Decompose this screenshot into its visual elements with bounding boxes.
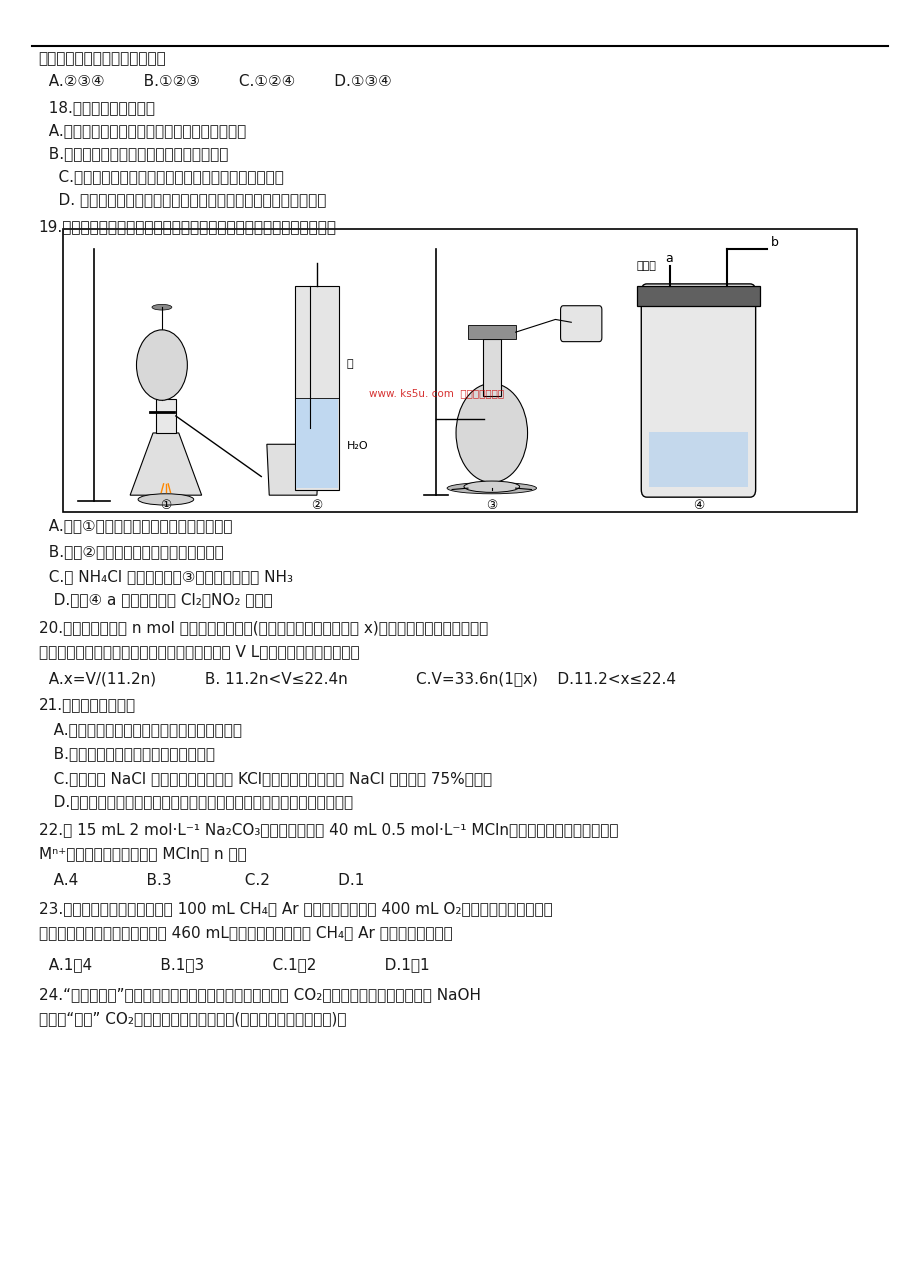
Bar (156, 399, 176, 433)
Text: 示装置进行锐与稀稠酸的反应。: 示装置进行锐与稀稠酸的反应。 (39, 51, 166, 66)
Polygon shape (130, 433, 201, 496)
FancyBboxPatch shape (560, 306, 601, 341)
Text: b: b (770, 236, 778, 250)
FancyBboxPatch shape (641, 284, 754, 497)
Text: 应，金属没有剩余，共收集到标准状况下的气体 V L。下列关系式中正确的是: 应，金属没有剩余，共收集到标准状况下的气体 V L。下列关系式中正确的是 (39, 645, 359, 660)
Text: 24.“碳捕捉技术”是指通过一定的方法将工业生产中产生的 CO₂分离出来并利用。如可利用 NaOH: 24.“碳捕捉技术”是指通过一定的方法将工业生产中产生的 CO₂分离出来并利用。… (39, 987, 480, 1003)
Text: 21.下列叙述正确的是: 21.下列叙述正确的是 (39, 697, 136, 712)
Text: 22.将 15 mL 2 mol·L⁻¹ Na₂CO₃溶液逐滴加入到 40 mL 0.5 mol·L⁻¹ MCln盐溶液中，恰好将溶液中的: 22.将 15 mL 2 mol·L⁻¹ Na₂CO₃溶液逐滴加入到 40 mL… (39, 822, 618, 837)
Text: A.氢氟酸或浓稠酸存放在带橡皮塞的棕色玻璃中: A.氢氟酸或浓稠酸存放在带橡皮塞的棕色玻璃中 (39, 124, 245, 139)
Text: A.1：4              B.1：3              C.1：2              D.1：1: A.1：4 B.1：3 C.1：2 D.1：1 (39, 957, 429, 972)
Text: ③: ③ (485, 499, 497, 512)
Ellipse shape (463, 482, 519, 492)
Circle shape (136, 330, 187, 400)
Text: 18.下列叙述正确的是：: 18.下列叙述正确的是： (39, 101, 154, 116)
Text: D.装置④ a 口进气可收集 Cl₂、NO₂ 等气体: D.装置④ a 口进气可收集 Cl₂、NO₂ 等气体 (39, 592, 272, 608)
Text: A.x=V/(11.2n)          B. 11.2n<V≤22.4n              C.V=33.6n(1－x)    D.11.2<x≤: A.x=V/(11.2n) B. 11.2n<V≤22.4n C.V=33.6n… (39, 671, 675, 687)
Ellipse shape (138, 494, 194, 505)
Text: A.装置①常用于分离互不相溶的液体混合物: A.装置①常用于分离互不相溶的液体混合物 (39, 519, 232, 534)
Text: 最后在相同条件下得到干燥气体 460 mL，则反应前混合气中 CH₄和 Ar 的物质的量之比为: 最后在相同条件下得到干燥气体 460 mL，则反应前混合气中 CH₄和 Ar 的… (39, 925, 452, 940)
Text: D.为了使过滤速率加快，可用玻璃棒在过滤器中轻轻搞拌，加速液体流动: D.为了使过滤速率加快，可用玻璃棒在过滤器中轻轻搞拌，加速液体流动 (39, 794, 352, 809)
Text: 苯: 苯 (346, 359, 353, 369)
Text: B.冷浓硫酸保存在敎口的铅制的容器中: B.冷浓硫酸保存在敎口的铅制的容器中 (39, 747, 214, 762)
Text: C.洗涤除去 NaCl 晶体表面附带的少量 KCl，选用的试剂为饱和 NaCl 溶液或者 75%乙醇。: C.洗涤除去 NaCl 晶体表面附带的少量 KCl，选用的试剂为饱和 NaCl … (39, 771, 492, 786)
Text: A.②③④        B.①②③        C.①②④        D.①③④: A.②③④ B.①②③ C.①②④ D.①③④ (39, 74, 391, 89)
Text: a: a (665, 252, 673, 265)
Text: ④: ④ (692, 499, 703, 512)
Text: H₂O: H₂O (346, 441, 368, 451)
Text: B.装置②可用于吸收氨气，能够防止倒吸: B.装置②可用于吸收氨气，能够防止倒吸 (39, 544, 223, 559)
Ellipse shape (152, 304, 172, 310)
Text: ①: ① (160, 499, 171, 512)
Text: 碱石灰: 碱石灰 (636, 261, 656, 271)
Text: ②: ② (311, 499, 323, 512)
Ellipse shape (447, 483, 536, 494)
Text: A.蒸馏操作时应将温度计的水银球插入液面下: A.蒸馏操作时应将温度计的水银球插入液面下 (39, 722, 242, 738)
Bar (482, 339, 500, 396)
Bar (468, 325, 515, 339)
Bar (648, 432, 747, 487)
Text: Mⁿ⁺完全沉淠为碳酸盐，则 MCln中 n 値是: Mⁿ⁺完全沉淠为碳酸盐，则 MCln中 n 値是 (39, 846, 246, 861)
Text: 溶液来“捕捉” CO₂，其基本过程如下图所示(部分条件及物质未标出)。: 溶液来“捕捉” CO₂，其基本过程如下图所示(部分条件及物质未标出)。 (39, 1012, 346, 1027)
Bar (295, 285, 338, 489)
Text: 19.实验是化学研究的基础，关于下列各实验装置图的叙述中，正确的是: 19.实验是化学研究的基础，关于下列各实验装置图的叙述中，正确的是 (39, 219, 336, 234)
Bar (637, 285, 759, 306)
Text: A.4              B.3               C.2              D.1: A.4 B.3 C.2 D.1 (39, 873, 364, 888)
Bar (62, 229, 857, 512)
Text: www. ks5u. com  高考资源网首发: www. ks5u. com 高考资源网首发 (369, 389, 504, 399)
Text: C.氯水或稠酸銀溶液存放在配有磨口塞的棕色玻璃瓶中: C.氯水或稠酸銀溶液存放在配有磨口塞的棕色玻璃瓶中 (39, 169, 283, 185)
Text: 23.在一定的温度、压强下，向 100 mL CH₄和 Ar 的混合气体中通入 400 mL O₂，点燃使其完全反应，: 23.在一定的温度、压强下，向 100 mL CH₄和 Ar 的混合气体中通入 … (39, 901, 551, 916)
Polygon shape (267, 445, 319, 496)
Text: B.汽油或煟油存放带橡皮塞的棕色玻璃瓶中: B.汽油或煟油存放带橡皮塞的棕色玻璃瓶中 (39, 147, 228, 162)
Circle shape (456, 383, 527, 483)
Text: 20.将总物质的量为 n mol 的鑰和铝的混合物(其中鑰的物质的量分数为 x)，投入一定量的水中充分反: 20.将总物质的量为 n mol 的鑰和铝的混合物(其中鑰的物质的量分数为 x)… (39, 620, 487, 636)
Bar (296, 399, 337, 488)
Text: C.以 NH₄Cl 为原料，装置③可用于制备少量 NH₃: C.以 NH₄Cl 为原料，装置③可用于制备少量 NH₃ (39, 569, 292, 585)
Text: D. 碳酸钙溶液或氢氧化馒溶液存放在配有磨口塞的棕色玻璃瓶中: D. 碳酸钙溶液或氢氧化馒溶液存放在配有磨口塞的棕色玻璃瓶中 (39, 192, 325, 208)
